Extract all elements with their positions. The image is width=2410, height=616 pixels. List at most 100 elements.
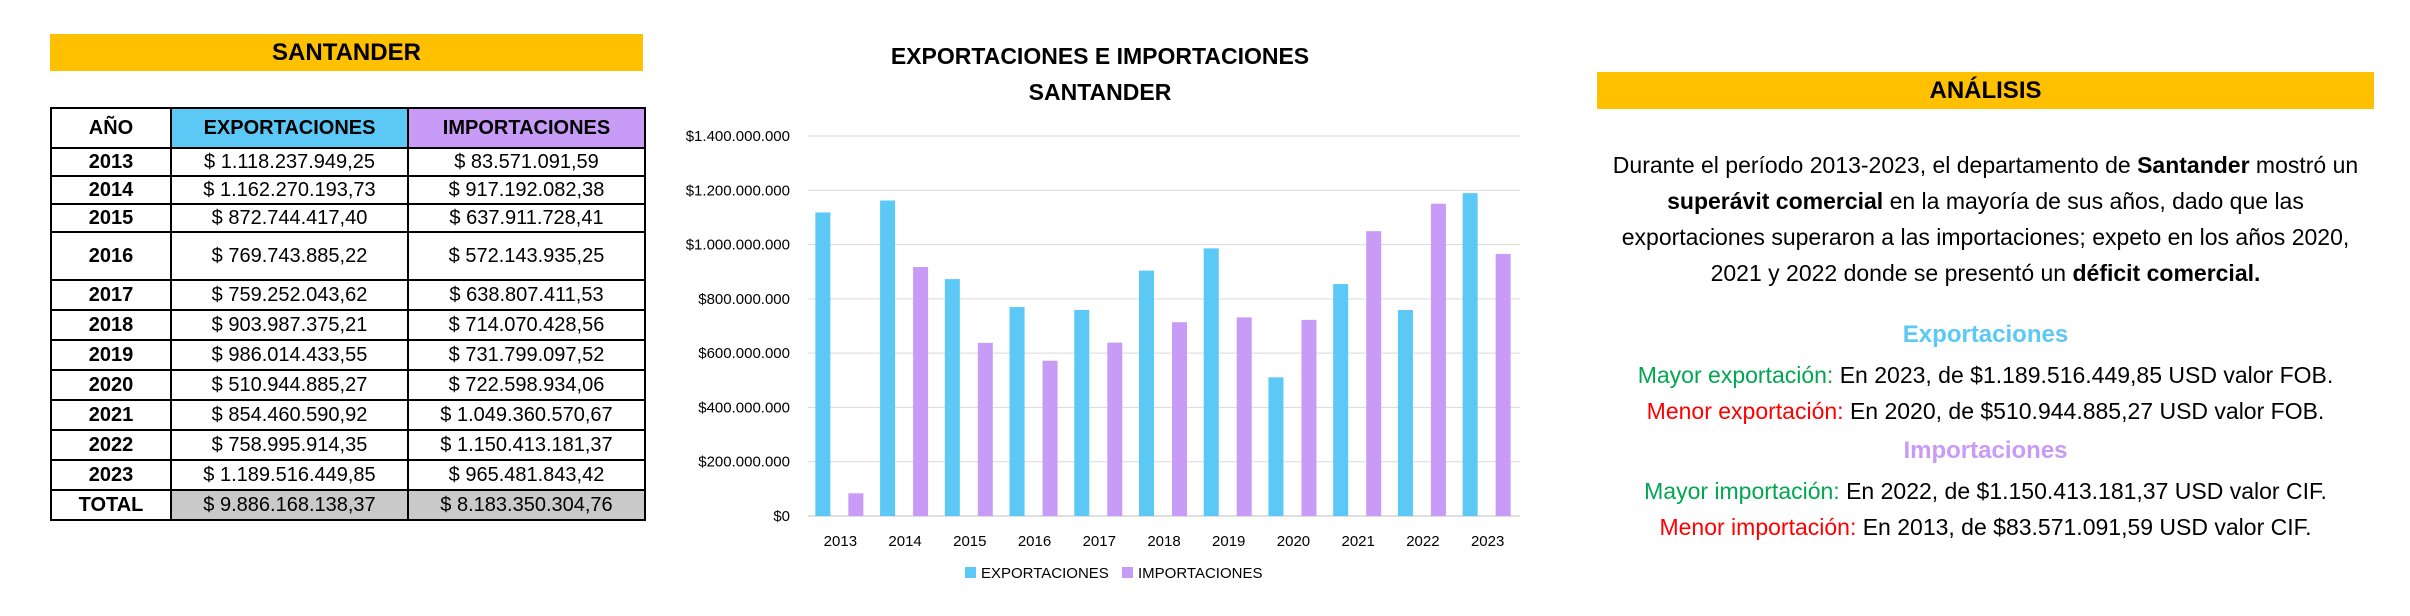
- imports-heading: Importaciones: [1903, 437, 2068, 464]
- bar-imports: [1430, 203, 1446, 516]
- y-tick-label: $0: [773, 508, 790, 525]
- bar-imports: [913, 267, 929, 516]
- imports-cell: $ 917.192.082,38: [407, 175, 646, 205]
- x-tick-label: 2017: [1083, 533, 1116, 550]
- exports-cell: $ 903.987.375,21: [170, 309, 409, 341]
- bar-imports: [1366, 231, 1382, 516]
- year-cell: 2021: [50, 399, 172, 431]
- imports-cell: $ 638.807.411,53: [407, 279, 646, 311]
- total-imports: $ 8.183.350.304,76: [407, 489, 646, 521]
- bar-imports: [1042, 360, 1058, 516]
- exports-min-text: En 2020, de $510.944.885,27 USD valor FO…: [1843, 398, 2325, 424]
- y-tick-label: $800.000.000: [698, 291, 790, 308]
- x-tick-label: 2023: [1471, 533, 1504, 550]
- exports-min-label: Menor exportación:: [1646, 398, 1844, 424]
- header-exports: EXPORTACIONES: [170, 107, 409, 149]
- year-cell: 2020: [50, 369, 172, 401]
- x-tick-label: 2016: [1018, 533, 1051, 550]
- imports-cell: $ 1.049.360.570,67: [407, 399, 646, 431]
- imports-min-label: Menor importación:: [1659, 514, 1857, 540]
- y-tick-label: $1.400.000.000: [686, 128, 790, 145]
- y-tick-label: $200.000.000: [698, 454, 790, 471]
- imports-cell: $ 1.150.413.181,37: [407, 429, 646, 461]
- bar-exports: [1397, 309, 1413, 516]
- x-tick-label: 2022: [1406, 533, 1439, 550]
- exports-cell: $ 769.743.885,22: [170, 231, 409, 281]
- exports-cell: $ 1.189.516.449,85: [170, 459, 409, 491]
- exports-cell: $ 854.460.590,92: [170, 399, 409, 431]
- year-cell: 2016: [50, 231, 172, 281]
- header-imports: IMPORTACIONES: [407, 107, 646, 149]
- analysis-text-3: en la mayoría de sus años, dado que las …: [1621, 188, 2350, 286]
- x-tick-label: 2018: [1147, 533, 1180, 550]
- year-cell: 2014: [50, 175, 172, 205]
- trade-table: AÑO EXPORTACIONES IMPORTACIONES 2013 $ 1.…: [50, 107, 646, 521]
- year-cell: 2018: [50, 309, 172, 341]
- exports-min-line: Menor exportación: En 2020, de $510.944.…: [1597, 393, 2374, 429]
- table-row: 2022 $ 758.995.914,35 $ 1.150.413.181,37: [50, 429, 646, 461]
- total-exports: $ 9.886.168.138,37: [170, 489, 409, 521]
- analysis-paragraph: Durante el período 2013-2023, el departa…: [1597, 147, 2374, 291]
- x-tick-label: 2021: [1341, 533, 1374, 550]
- exports-cell: $ 986.014.433,55: [170, 339, 409, 371]
- x-tick-label: 2019: [1212, 533, 1245, 550]
- total-row: TOTAL $ 9.886.168.138,37 $ 8.183.350.304,7…: [50, 489, 646, 521]
- bar-exports: [1268, 377, 1284, 516]
- exports-cell: $ 758.995.914,35: [170, 429, 409, 461]
- year-cell: 2015: [50, 203, 172, 233]
- x-tick-label: 2015: [953, 533, 986, 550]
- analysis-text-1: Durante el período 2013-2023, el departa…: [1612, 152, 2138, 178]
- bar-chart: $0 $200.000.000 $400.000.000 $600.000.000 $8…: [686, 128, 1520, 582]
- exports-max-label: Mayor exportación:: [1637, 362, 1834, 388]
- table-row: 2014 $ 1.162.270.193,73 $ 917.192.082,38: [50, 175, 646, 205]
- analysis-text: Durante el período 2013-2023, el departa…: [1597, 147, 2374, 545]
- year-cell: 2017: [50, 279, 172, 311]
- exports-heading: Exportaciones: [1902, 321, 2069, 348]
- table-row: 2015 $ 872.744.417,40 $ 637.911.728,41: [50, 203, 646, 233]
- bar-exports: [1139, 270, 1154, 516]
- bar-exports: [1462, 193, 1478, 516]
- imports-cell: $ 83.571.091,59: [407, 147, 646, 177]
- bar-exports: [1074, 309, 1090, 516]
- imports-cell: $ 572.143.935,25: [407, 231, 646, 281]
- bar-imports: [1172, 322, 1187, 516]
- year-cell: 2022: [50, 429, 172, 461]
- imports-max-line: Mayor importación: En 2022, de $1.150.41…: [1597, 473, 2374, 509]
- exports-cell: $ 872.744.417,40: [170, 203, 409, 233]
- analysis-bold-santander: Santander: [2137, 152, 2250, 178]
- total-label: TOTAL: [50, 489, 172, 521]
- imports-max-text: En 2022, de $1.150.413.181,37 USD valor …: [1839, 478, 2327, 504]
- bar-exports: [1009, 307, 1025, 516]
- bar-imports: [977, 342, 993, 516]
- bar-imports: [848, 493, 864, 516]
- table-row: 2016 $ 769.743.885,22 $ 572.143.935,25: [50, 231, 646, 281]
- table-row: 2020 $ 510.944.885,27 $ 722.598.934,06: [50, 369, 646, 401]
- table-row: 2021 $ 854.460.590,92 $ 1.049.360.570,67: [50, 399, 646, 431]
- y-tick-label: $1.200.000.000: [686, 182, 790, 199]
- analysis-title: ANÁLISIS: [1597, 72, 2374, 109]
- imports-min-text: En 2013, de $83.571.091,59 USD valor CIF…: [1856, 514, 2312, 540]
- bar-imports: [1236, 317, 1252, 516]
- bar-imports: [1495, 253, 1511, 516]
- imports-cell: $ 714.070.428,56: [407, 309, 646, 341]
- x-tick-label: 2013: [824, 533, 857, 550]
- chart-title-line: EXPORTACIONES E IMPORTACIONES: [890, 43, 1310, 69]
- bar-exports: [1203, 248, 1219, 517]
- legend-swatch: [965, 567, 976, 578]
- imports-max-label: Mayor importación:: [1644, 478, 1840, 504]
- chart-subtitle: SANTANDER: [1028, 79, 1172, 105]
- bar-exports: [944, 279, 960, 516]
- bar-exports: [815, 212, 831, 516]
- imports-min-line: Menor importación: En 2013, de $83.571.0…: [1597, 509, 2374, 545]
- table-row: 2019 $ 986.014.433,55 $ 731.799.097,52: [50, 339, 646, 371]
- imports-cell: $ 731.799.097,52: [407, 339, 646, 371]
- y-tick-label: $600.000.000: [698, 345, 790, 362]
- analysis-bold-deficit: déficit comercial.: [2072, 260, 2261, 286]
- year-cell: 2013: [50, 147, 172, 177]
- y-tick-label: $1.000.000.000: [686, 237, 790, 254]
- y-tick-label: $400.000.000: [698, 399, 790, 416]
- exports-max-line: Mayor exportación: En 2023, de $1.189.51…: [1597, 357, 2374, 393]
- legend-label: EXPORTACIONES: [981, 565, 1109, 582]
- bar-imports: [1107, 342, 1123, 516]
- year-cell: 2019: [50, 339, 172, 371]
